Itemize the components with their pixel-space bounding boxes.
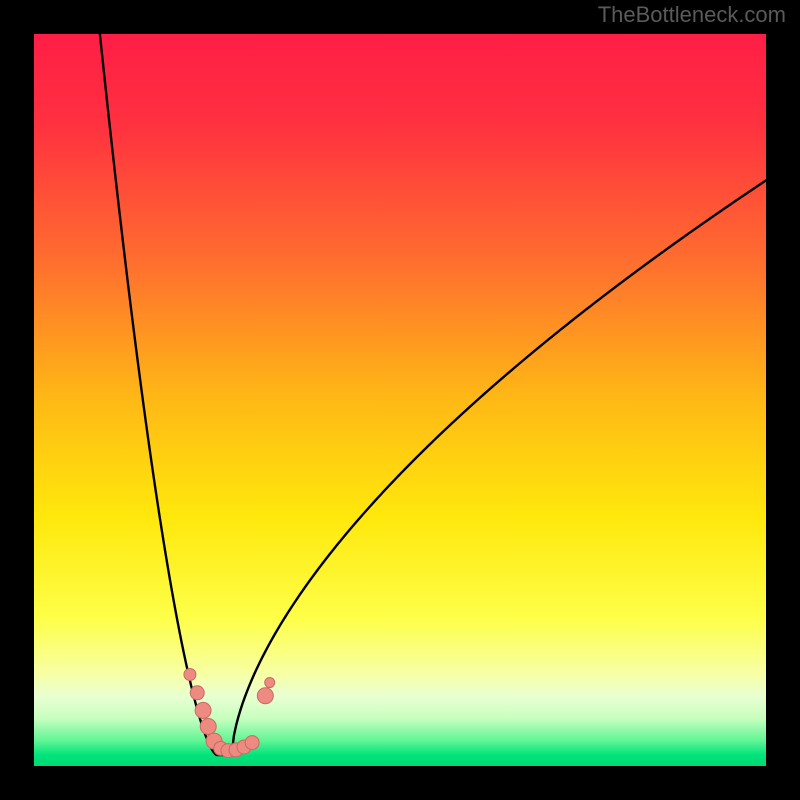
frame-edge	[766, 0, 800, 800]
frame-edge	[0, 0, 34, 800]
frame-edge	[0, 766, 800, 800]
data-marker	[265, 678, 275, 688]
data-marker	[190, 686, 204, 700]
data-marker	[200, 718, 216, 734]
data-marker	[257, 688, 273, 704]
chart-container: TheBottleneck.com	[0, 0, 800, 800]
watermark-text: TheBottleneck.com	[598, 2, 786, 28]
data-marker	[184, 669, 196, 681]
data-marker	[245, 736, 259, 750]
data-marker	[195, 702, 211, 718]
bottleneck-curve-plot	[0, 0, 800, 800]
